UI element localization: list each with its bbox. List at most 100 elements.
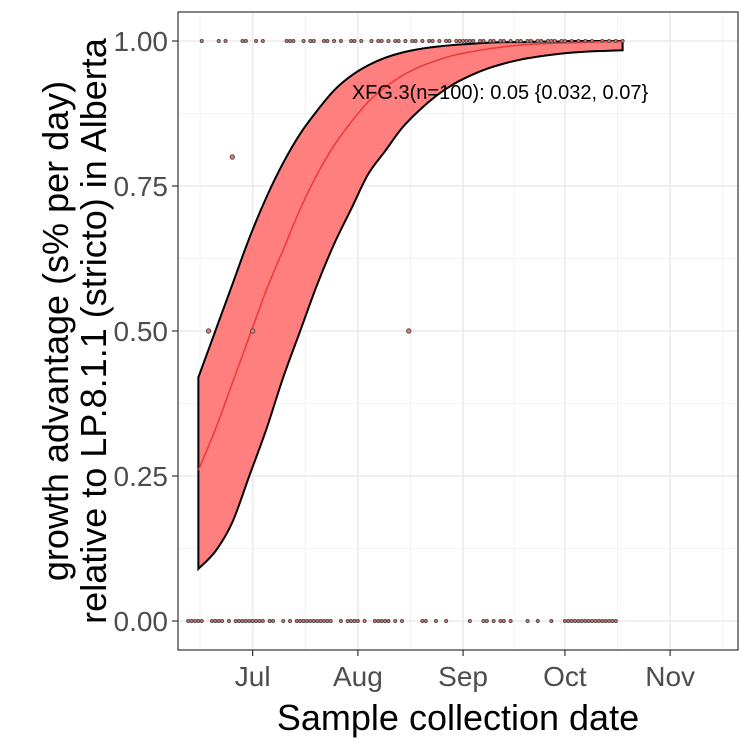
- data-point: [281, 619, 286, 623]
- data-point: [301, 39, 306, 43]
- data-point: [318, 619, 323, 623]
- data-point: [216, 619, 221, 623]
- y-axis-title-line2: relative to LP.8.1.1 (stricto) in Albert…: [73, 37, 114, 624]
- y-axis: 0.00 0.25 0.50 0.75 1.00: [114, 26, 178, 637]
- data-point: [498, 39, 503, 43]
- y-tick-label: 1.00: [114, 26, 169, 57]
- data-point: [481, 619, 486, 623]
- x-tick-label: Nov: [645, 661, 695, 692]
- data-point: [430, 39, 435, 43]
- data-point: [359, 39, 364, 43]
- data-point: [569, 39, 574, 43]
- data-point: [613, 39, 618, 43]
- data-point: [420, 619, 425, 623]
- data-point: [186, 619, 191, 623]
- data-point: [607, 39, 612, 43]
- data-point: [410, 39, 415, 43]
- data-point: [199, 39, 204, 43]
- data-point: [237, 619, 242, 623]
- data-point: [321, 619, 326, 623]
- data-point: [501, 39, 506, 43]
- data-point: [471, 39, 476, 43]
- data-point: [294, 619, 299, 623]
- data-point: [260, 619, 265, 623]
- data-point: [196, 619, 201, 623]
- data-point: [467, 39, 472, 43]
- data-point: [311, 619, 316, 623]
- data-point: [491, 619, 496, 623]
- confidence-band-layer: [197, 39, 624, 572]
- data-point: [607, 619, 612, 623]
- data-point: [257, 619, 262, 623]
- data-point: [525, 619, 530, 623]
- data-point: [491, 39, 496, 43]
- data-point: [403, 39, 408, 43]
- data-point: [406, 328, 412, 334]
- data-point: [457, 39, 462, 43]
- data-points-layer: [186, 39, 625, 623]
- data-point: [501, 619, 506, 623]
- data-point: [288, 619, 292, 623]
- data-point: [223, 39, 228, 43]
- data-point: [271, 619, 276, 623]
- data-point: [590, 39, 595, 43]
- data-point: [308, 39, 313, 43]
- data-point: [539, 39, 544, 43]
- data-point: [301, 619, 306, 623]
- data-point: [338, 39, 343, 43]
- data-point: [620, 39, 625, 43]
- data-point: [600, 39, 605, 43]
- data-point: [325, 619, 330, 623]
- confidence-band: [197, 39, 624, 572]
- data-point: [362, 619, 367, 623]
- data-point: [484, 619, 489, 623]
- data-point: [613, 619, 618, 623]
- data-point: [205, 328, 212, 334]
- data-point: [559, 39, 564, 43]
- data-point: [444, 619, 449, 623]
- data-point: [247, 619, 252, 623]
- data-point: [321, 39, 326, 43]
- y-tick-label: 0.50: [114, 316, 169, 347]
- x-tick-label: Jul: [235, 661, 271, 692]
- data-point: [332, 39, 337, 43]
- data-point: [220, 619, 225, 623]
- data-point: [298, 619, 303, 623]
- data-point: [352, 619, 357, 623]
- data-point: [376, 39, 381, 43]
- x-tick-label: Aug: [333, 661, 383, 692]
- x-tick-label: Sep: [438, 661, 488, 692]
- data-point: [199, 619, 204, 623]
- data-point: [311, 39, 316, 43]
- data-point: [478, 39, 483, 43]
- y-tick-label: 0.25: [114, 461, 169, 492]
- x-axis-title: Sample collection date: [277, 697, 639, 738]
- data-point: [579, 619, 584, 623]
- fit-line: [197, 40, 623, 471]
- data-point: [240, 619, 245, 623]
- annotation-label: XFG.3(n=100): 0.05 {0.032, 0.07}: [352, 82, 649, 104]
- data-point: [284, 39, 289, 43]
- data-point: [461, 39, 466, 43]
- data-point: [590, 619, 595, 623]
- data-point: [562, 619, 567, 623]
- data-point: [569, 619, 574, 623]
- data-point: [515, 39, 520, 43]
- data-point: [600, 619, 605, 623]
- data-point: [304, 619, 309, 623]
- data-point: [498, 619, 503, 623]
- data-point: [349, 619, 354, 623]
- data-point: [400, 619, 404, 623]
- data-point: [427, 39, 432, 43]
- data-point: [189, 619, 194, 623]
- data-point: [379, 39, 384, 43]
- data-point: [226, 619, 231, 623]
- data-point: [562, 39, 567, 43]
- data-point: [383, 619, 388, 623]
- data-point: [437, 39, 442, 43]
- data-point: [586, 619, 591, 623]
- data-point: [393, 39, 398, 43]
- data-point: [467, 619, 472, 623]
- data-point: [328, 619, 333, 623]
- data-point: [518, 39, 523, 43]
